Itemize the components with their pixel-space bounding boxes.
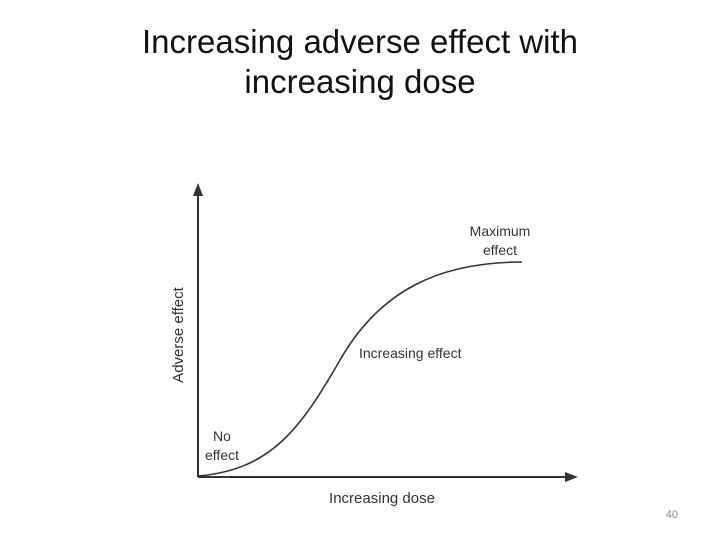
title-box: Increasing adverse effect with increasin…: [0, 22, 720, 102]
x-axis-label: Increasing dose: [329, 490, 435, 507]
annotation-line: effect: [205, 447, 239, 463]
slide-number: 40: [666, 509, 678, 521]
annotation-line: Maximum: [470, 223, 531, 239]
annotation-line: No: [213, 428, 231, 444]
y-axis-label: Adverse effect: [170, 286, 187, 382]
annotation-no-effect: No effect: [205, 428, 239, 463]
annotation-line: effect: [483, 242, 517, 258]
dose-response-curve: [197, 261, 523, 477]
annotation-line: Increasing effect: [359, 345, 462, 361]
y-axis-arrow: [193, 183, 203, 196]
slide-title: Increasing adverse effect with increasin…: [142, 23, 578, 100]
annotation-increasing: Increasing effect: [359, 345, 462, 361]
x-axis-arrow: [565, 472, 578, 482]
annotation-maximum: Maximum effect: [470, 223, 531, 258]
